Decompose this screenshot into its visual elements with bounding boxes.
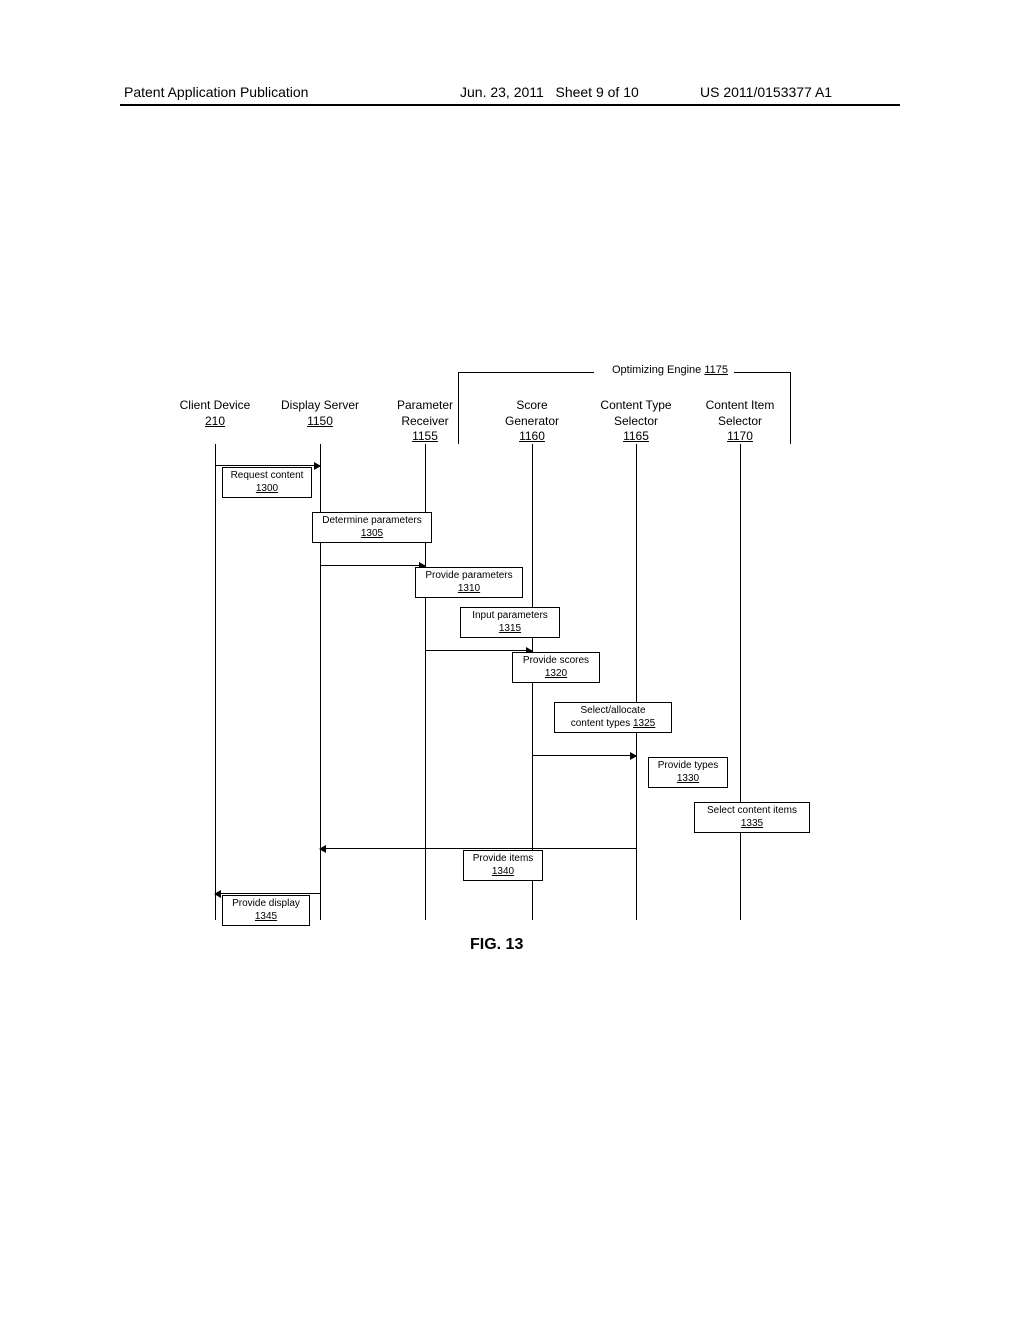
message-arrow (320, 848, 636, 849)
lifeline (215, 444, 216, 920)
message-box: Provide items1340 (463, 850, 543, 881)
lifeline (636, 444, 637, 920)
message-box: Determine parameters1305 (312, 512, 432, 543)
message-box: Select/allocatecontent types 1325 (554, 702, 672, 733)
message-box: Provide parameters1310 (415, 567, 523, 598)
lifeline-header: Client Device210 (167, 398, 263, 429)
lifeline-header: Content TypeSelector1165 (588, 398, 684, 445)
sequence-diagram: Optimizing Engine 1175 Client Device210 Di… (0, 0, 1024, 1320)
message-arrow (215, 893, 320, 894)
message-box: Provide scores1320 (512, 652, 600, 683)
message-box: Select content items1335 (694, 802, 810, 833)
figure-label: FIG. 13 (470, 936, 523, 954)
lifeline-header: ScoreGenerator1160 (484, 398, 580, 445)
message-box: Request content1300 (222, 467, 312, 498)
message-box: Provide types1330 (648, 757, 728, 788)
group-label: Optimizing Engine 1175 (594, 364, 746, 376)
lifeline-header: ParameterReceiver1155 (377, 398, 473, 445)
message-arrow (320, 565, 425, 566)
lifeline-header: Display Server1150 (272, 398, 368, 429)
message-box: Input parameters1315 (460, 607, 560, 638)
lifeline (740, 444, 741, 920)
message-arrow (532, 755, 636, 756)
lifeline-header: Content ItemSelector1170 (692, 398, 788, 445)
message-box: Provide display1345 (222, 895, 310, 926)
message-arrow (425, 650, 532, 651)
message-arrow (215, 465, 320, 466)
